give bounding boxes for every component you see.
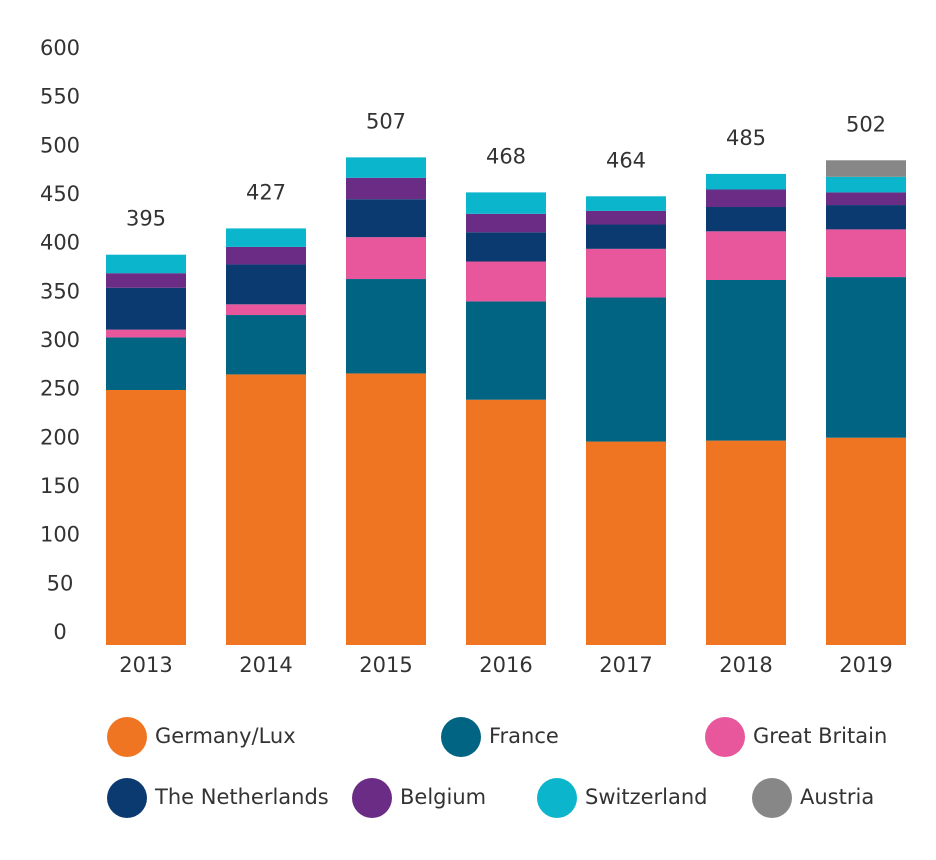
bar-segment <box>826 205 906 230</box>
bar-segment <box>466 301 546 400</box>
bar-segment <box>346 177 426 200</box>
x-tick-label: 2019 <box>839 653 892 677</box>
bar-segment <box>466 213 546 233</box>
x-tick-label: 2016 <box>479 653 532 677</box>
legend-label: Germany/Lux <box>155 724 296 748</box>
y-tick-label: 350 <box>40 279 80 303</box>
legend-swatch <box>441 717 481 757</box>
bar-segment <box>226 304 306 316</box>
total-label: 468 <box>486 144 526 168</box>
total-label: 464 <box>606 148 646 172</box>
y-tick-label: 250 <box>40 377 80 401</box>
y-tick-label: 600 <box>40 36 80 60</box>
y-tick-label: 550 <box>40 85 80 109</box>
y-tick-label: 400 <box>40 231 80 255</box>
y-tick-label: 150 <box>40 474 80 498</box>
total-label: 395 <box>126 207 166 231</box>
bar-segment <box>586 297 666 442</box>
total-label: 507 <box>366 109 406 133</box>
bar-segment <box>826 160 906 177</box>
bar-segment <box>226 228 306 247</box>
y-tick-label: 50 <box>47 571 74 595</box>
y-tick-label: 100 <box>40 523 80 547</box>
bar-segment <box>106 389 186 645</box>
bar-segment <box>826 437 906 645</box>
bar-segment <box>226 315 306 375</box>
bar-segment <box>346 279 426 374</box>
total-label: 485 <box>726 126 766 150</box>
bar-segment <box>706 440 786 645</box>
legend-label: Great Britain <box>753 724 887 748</box>
total-label: 427 <box>246 180 286 204</box>
bar-segment <box>346 237 426 280</box>
bar-segment <box>466 192 546 214</box>
legend-swatch <box>752 778 792 818</box>
bar-segment <box>346 373 426 645</box>
bar-segment <box>706 189 786 207</box>
y-tick-label: 450 <box>40 182 80 206</box>
bar-segment <box>826 192 906 206</box>
bar-segment <box>706 280 786 441</box>
legend-label: Belgium <box>400 785 486 809</box>
x-tick-label: 2017 <box>599 653 652 677</box>
legend-label: The Netherlands <box>154 785 329 809</box>
bar-segment <box>466 399 546 645</box>
total-label: 502 <box>846 112 886 136</box>
bar-segment <box>586 248 666 298</box>
bar-segment <box>586 224 666 249</box>
y-tick-label: 0 <box>53 620 66 644</box>
y-tick-label: 500 <box>40 133 80 157</box>
legend-swatch <box>705 717 745 757</box>
x-tick-label: 2013 <box>119 653 172 677</box>
bar-segment <box>226 246 306 265</box>
y-tick-label: 200 <box>40 425 80 449</box>
bar-segment <box>586 210 666 225</box>
bar-segment <box>106 329 186 338</box>
bar-segment <box>466 261 546 302</box>
legend-label: Austria <box>800 785 874 809</box>
legend-swatch <box>352 778 392 818</box>
bar-segment <box>826 176 906 193</box>
bar-segment <box>586 441 666 645</box>
bar-segment <box>106 273 186 288</box>
bar-segment <box>106 254 186 274</box>
bar-segment <box>706 231 786 280</box>
x-tick-label: 2018 <box>719 653 772 677</box>
bar-segment <box>226 374 306 645</box>
bar-segment <box>826 277 906 438</box>
legend-swatch <box>107 778 147 818</box>
bar-segment <box>346 199 426 238</box>
bar-segment <box>106 287 186 330</box>
x-tick-label: 2015 <box>359 653 412 677</box>
legend-label: France <box>489 724 559 748</box>
bar-segment <box>466 232 546 262</box>
legend-swatch <box>537 778 577 818</box>
bar-segment <box>706 173 786 190</box>
x-tick-label: 2014 <box>239 653 292 677</box>
legend-label: Switzerland <box>585 785 708 809</box>
bar-segment <box>586 196 666 211</box>
bar-segment <box>106 337 186 390</box>
legend-swatch <box>107 717 147 757</box>
bar-segment <box>346 157 426 178</box>
bar-segment <box>226 264 306 305</box>
bar-segment <box>826 229 906 278</box>
bar-segment <box>706 207 786 232</box>
y-tick-label: 300 <box>40 328 80 352</box>
